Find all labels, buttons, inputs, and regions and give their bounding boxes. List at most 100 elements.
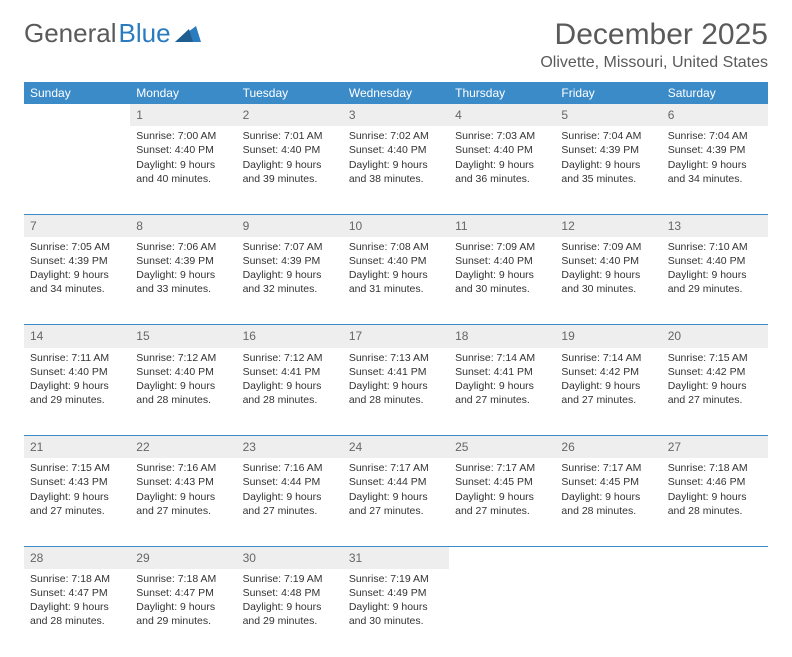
day-cell — [555, 569, 661, 657]
sunset-text: Sunset: 4:42 PM — [668, 365, 762, 379]
sunrise-text: Sunrise: 7:02 AM — [349, 129, 443, 143]
day-cell: Sunrise: 7:10 AMSunset: 4:40 PMDaylight:… — [662, 237, 768, 325]
sunrise-text: Sunrise: 7:04 AM — [668, 129, 762, 143]
day-number-row: 78910111213 — [24, 214, 768, 237]
day-number: 22 — [130, 436, 236, 459]
day-number: 3 — [343, 104, 449, 126]
daylight-text: Daylight: 9 hours and 27 minutes. — [349, 490, 443, 518]
day-cell: Sunrise: 7:11 AMSunset: 4:40 PMDaylight:… — [24, 348, 130, 436]
day-cell: Sunrise: 7:00 AMSunset: 4:40 PMDaylight:… — [130, 126, 236, 214]
day-cell: Sunrise: 7:19 AMSunset: 4:48 PMDaylight:… — [237, 569, 343, 657]
daylight-text: Daylight: 9 hours and 34 minutes. — [668, 158, 762, 186]
daylight-text: Daylight: 9 hours and 30 minutes. — [455, 268, 549, 296]
day-cell: Sunrise: 7:04 AMSunset: 4:39 PMDaylight:… — [662, 126, 768, 214]
daylight-text: Daylight: 9 hours and 29 minutes. — [30, 379, 124, 407]
day-number: 28 — [24, 546, 130, 569]
daylight-text: Daylight: 9 hours and 28 minutes. — [349, 379, 443, 407]
sunset-text: Sunset: 4:40 PM — [243, 143, 337, 157]
location-label: Olivette, Missouri, United States — [540, 54, 768, 72]
day-cell: Sunrise: 7:01 AMSunset: 4:40 PMDaylight:… — [237, 126, 343, 214]
day-number: 31 — [343, 546, 449, 569]
daylight-text: Daylight: 9 hours and 34 minutes. — [30, 268, 124, 296]
day-cell: Sunrise: 7:05 AMSunset: 4:39 PMDaylight:… — [24, 237, 130, 325]
sunrise-text: Sunrise: 7:01 AM — [243, 129, 337, 143]
day-cell: Sunrise: 7:17 AMSunset: 4:44 PMDaylight:… — [343, 458, 449, 546]
sunset-text: Sunset: 4:40 PM — [136, 143, 230, 157]
day-number: 17 — [343, 325, 449, 348]
title-block: December 2025 Olivette, Missouri, United… — [540, 18, 768, 72]
sunrise-text: Sunrise: 7:10 AM — [668, 240, 762, 254]
sunrise-text: Sunrise: 7:09 AM — [561, 240, 655, 254]
sunrise-text: Sunrise: 7:12 AM — [243, 351, 337, 365]
day-number — [24, 104, 130, 126]
sunset-text: Sunset: 4:40 PM — [349, 254, 443, 268]
day-cell: Sunrise: 7:07 AMSunset: 4:39 PMDaylight:… — [237, 237, 343, 325]
day-number: 10 — [343, 214, 449, 237]
day-number: 1 — [130, 104, 236, 126]
daylight-text: Daylight: 9 hours and 40 minutes. — [136, 158, 230, 186]
day-cell: Sunrise: 7:16 AMSunset: 4:43 PMDaylight:… — [130, 458, 236, 546]
sunrise-text: Sunrise: 7:06 AM — [136, 240, 230, 254]
day-number: 11 — [449, 214, 555, 237]
sunrise-text: Sunrise: 7:04 AM — [561, 129, 655, 143]
day-number — [662, 546, 768, 569]
sunset-text: Sunset: 4:40 PM — [561, 254, 655, 268]
day-number: 29 — [130, 546, 236, 569]
sunset-text: Sunset: 4:41 PM — [243, 365, 337, 379]
day-number: 20 — [662, 325, 768, 348]
daylight-text: Daylight: 9 hours and 28 minutes. — [561, 490, 655, 518]
sunrise-text: Sunrise: 7:16 AM — [243, 461, 337, 475]
weekday-header: Tuesday — [237, 82, 343, 104]
daylight-text: Daylight: 9 hours and 28 minutes. — [30, 600, 124, 628]
day-cell: Sunrise: 7:15 AMSunset: 4:43 PMDaylight:… — [24, 458, 130, 546]
daylight-text: Daylight: 9 hours and 36 minutes. — [455, 158, 549, 186]
sunset-text: Sunset: 4:47 PM — [30, 586, 124, 600]
day-cell: Sunrise: 7:15 AMSunset: 4:42 PMDaylight:… — [662, 348, 768, 436]
day-cell: Sunrise: 7:14 AMSunset: 4:42 PMDaylight:… — [555, 348, 661, 436]
day-content-row: Sunrise: 7:15 AMSunset: 4:43 PMDaylight:… — [24, 458, 768, 546]
daylight-text: Daylight: 9 hours and 39 minutes. — [243, 158, 337, 186]
day-number: 27 — [662, 436, 768, 459]
day-cell: Sunrise: 7:09 AMSunset: 4:40 PMDaylight:… — [449, 237, 555, 325]
day-cell: Sunrise: 7:19 AMSunset: 4:49 PMDaylight:… — [343, 569, 449, 657]
sunset-text: Sunset: 4:48 PM — [243, 586, 337, 600]
daylight-text: Daylight: 9 hours and 27 minutes. — [668, 379, 762, 407]
sunset-text: Sunset: 4:39 PM — [136, 254, 230, 268]
sunset-text: Sunset: 4:46 PM — [668, 475, 762, 489]
sunrise-text: Sunrise: 7:03 AM — [455, 129, 549, 143]
brand-logo: GeneralBlue — [24, 18, 201, 49]
day-cell — [662, 569, 768, 657]
sunset-text: Sunset: 4:43 PM — [136, 475, 230, 489]
daylight-text: Daylight: 9 hours and 38 minutes. — [349, 158, 443, 186]
weekday-header: Monday — [130, 82, 236, 104]
sunset-text: Sunset: 4:40 PM — [668, 254, 762, 268]
calendar-table: Sunday Monday Tuesday Wednesday Thursday… — [24, 82, 768, 657]
brand-part1: General — [24, 18, 117, 49]
daylight-text: Daylight: 9 hours and 28 minutes. — [243, 379, 337, 407]
sunset-text: Sunset: 4:39 PM — [243, 254, 337, 268]
weekday-header: Wednesday — [343, 82, 449, 104]
sunrise-text: Sunrise: 7:13 AM — [349, 351, 443, 365]
day-number: 13 — [662, 214, 768, 237]
day-cell: Sunrise: 7:12 AMSunset: 4:41 PMDaylight:… — [237, 348, 343, 436]
day-cell: Sunrise: 7:17 AMSunset: 4:45 PMDaylight:… — [555, 458, 661, 546]
brand-triangle-icon — [175, 18, 201, 49]
day-cell: Sunrise: 7:08 AMSunset: 4:40 PMDaylight:… — [343, 237, 449, 325]
day-number: 18 — [449, 325, 555, 348]
sunset-text: Sunset: 4:43 PM — [30, 475, 124, 489]
day-content-row: Sunrise: 7:00 AMSunset: 4:40 PMDaylight:… — [24, 126, 768, 214]
sunrise-text: Sunrise: 7:17 AM — [561, 461, 655, 475]
sunrise-text: Sunrise: 7:00 AM — [136, 129, 230, 143]
daylight-text: Daylight: 9 hours and 27 minutes. — [30, 490, 124, 518]
daylight-text: Daylight: 9 hours and 27 minutes. — [243, 490, 337, 518]
sunrise-text: Sunrise: 7:18 AM — [668, 461, 762, 475]
page-title: December 2025 — [540, 18, 768, 52]
daylight-text: Daylight: 9 hours and 28 minutes. — [136, 379, 230, 407]
day-number: 14 — [24, 325, 130, 348]
day-cell: Sunrise: 7:18 AMSunset: 4:47 PMDaylight:… — [24, 569, 130, 657]
daylight-text: Daylight: 9 hours and 29 minutes. — [243, 600, 337, 628]
day-cell: Sunrise: 7:03 AMSunset: 4:40 PMDaylight:… — [449, 126, 555, 214]
sunrise-text: Sunrise: 7:19 AM — [243, 572, 337, 586]
weekday-header-row: Sunday Monday Tuesday Wednesday Thursday… — [24, 82, 768, 104]
sunrise-text: Sunrise: 7:17 AM — [455, 461, 549, 475]
